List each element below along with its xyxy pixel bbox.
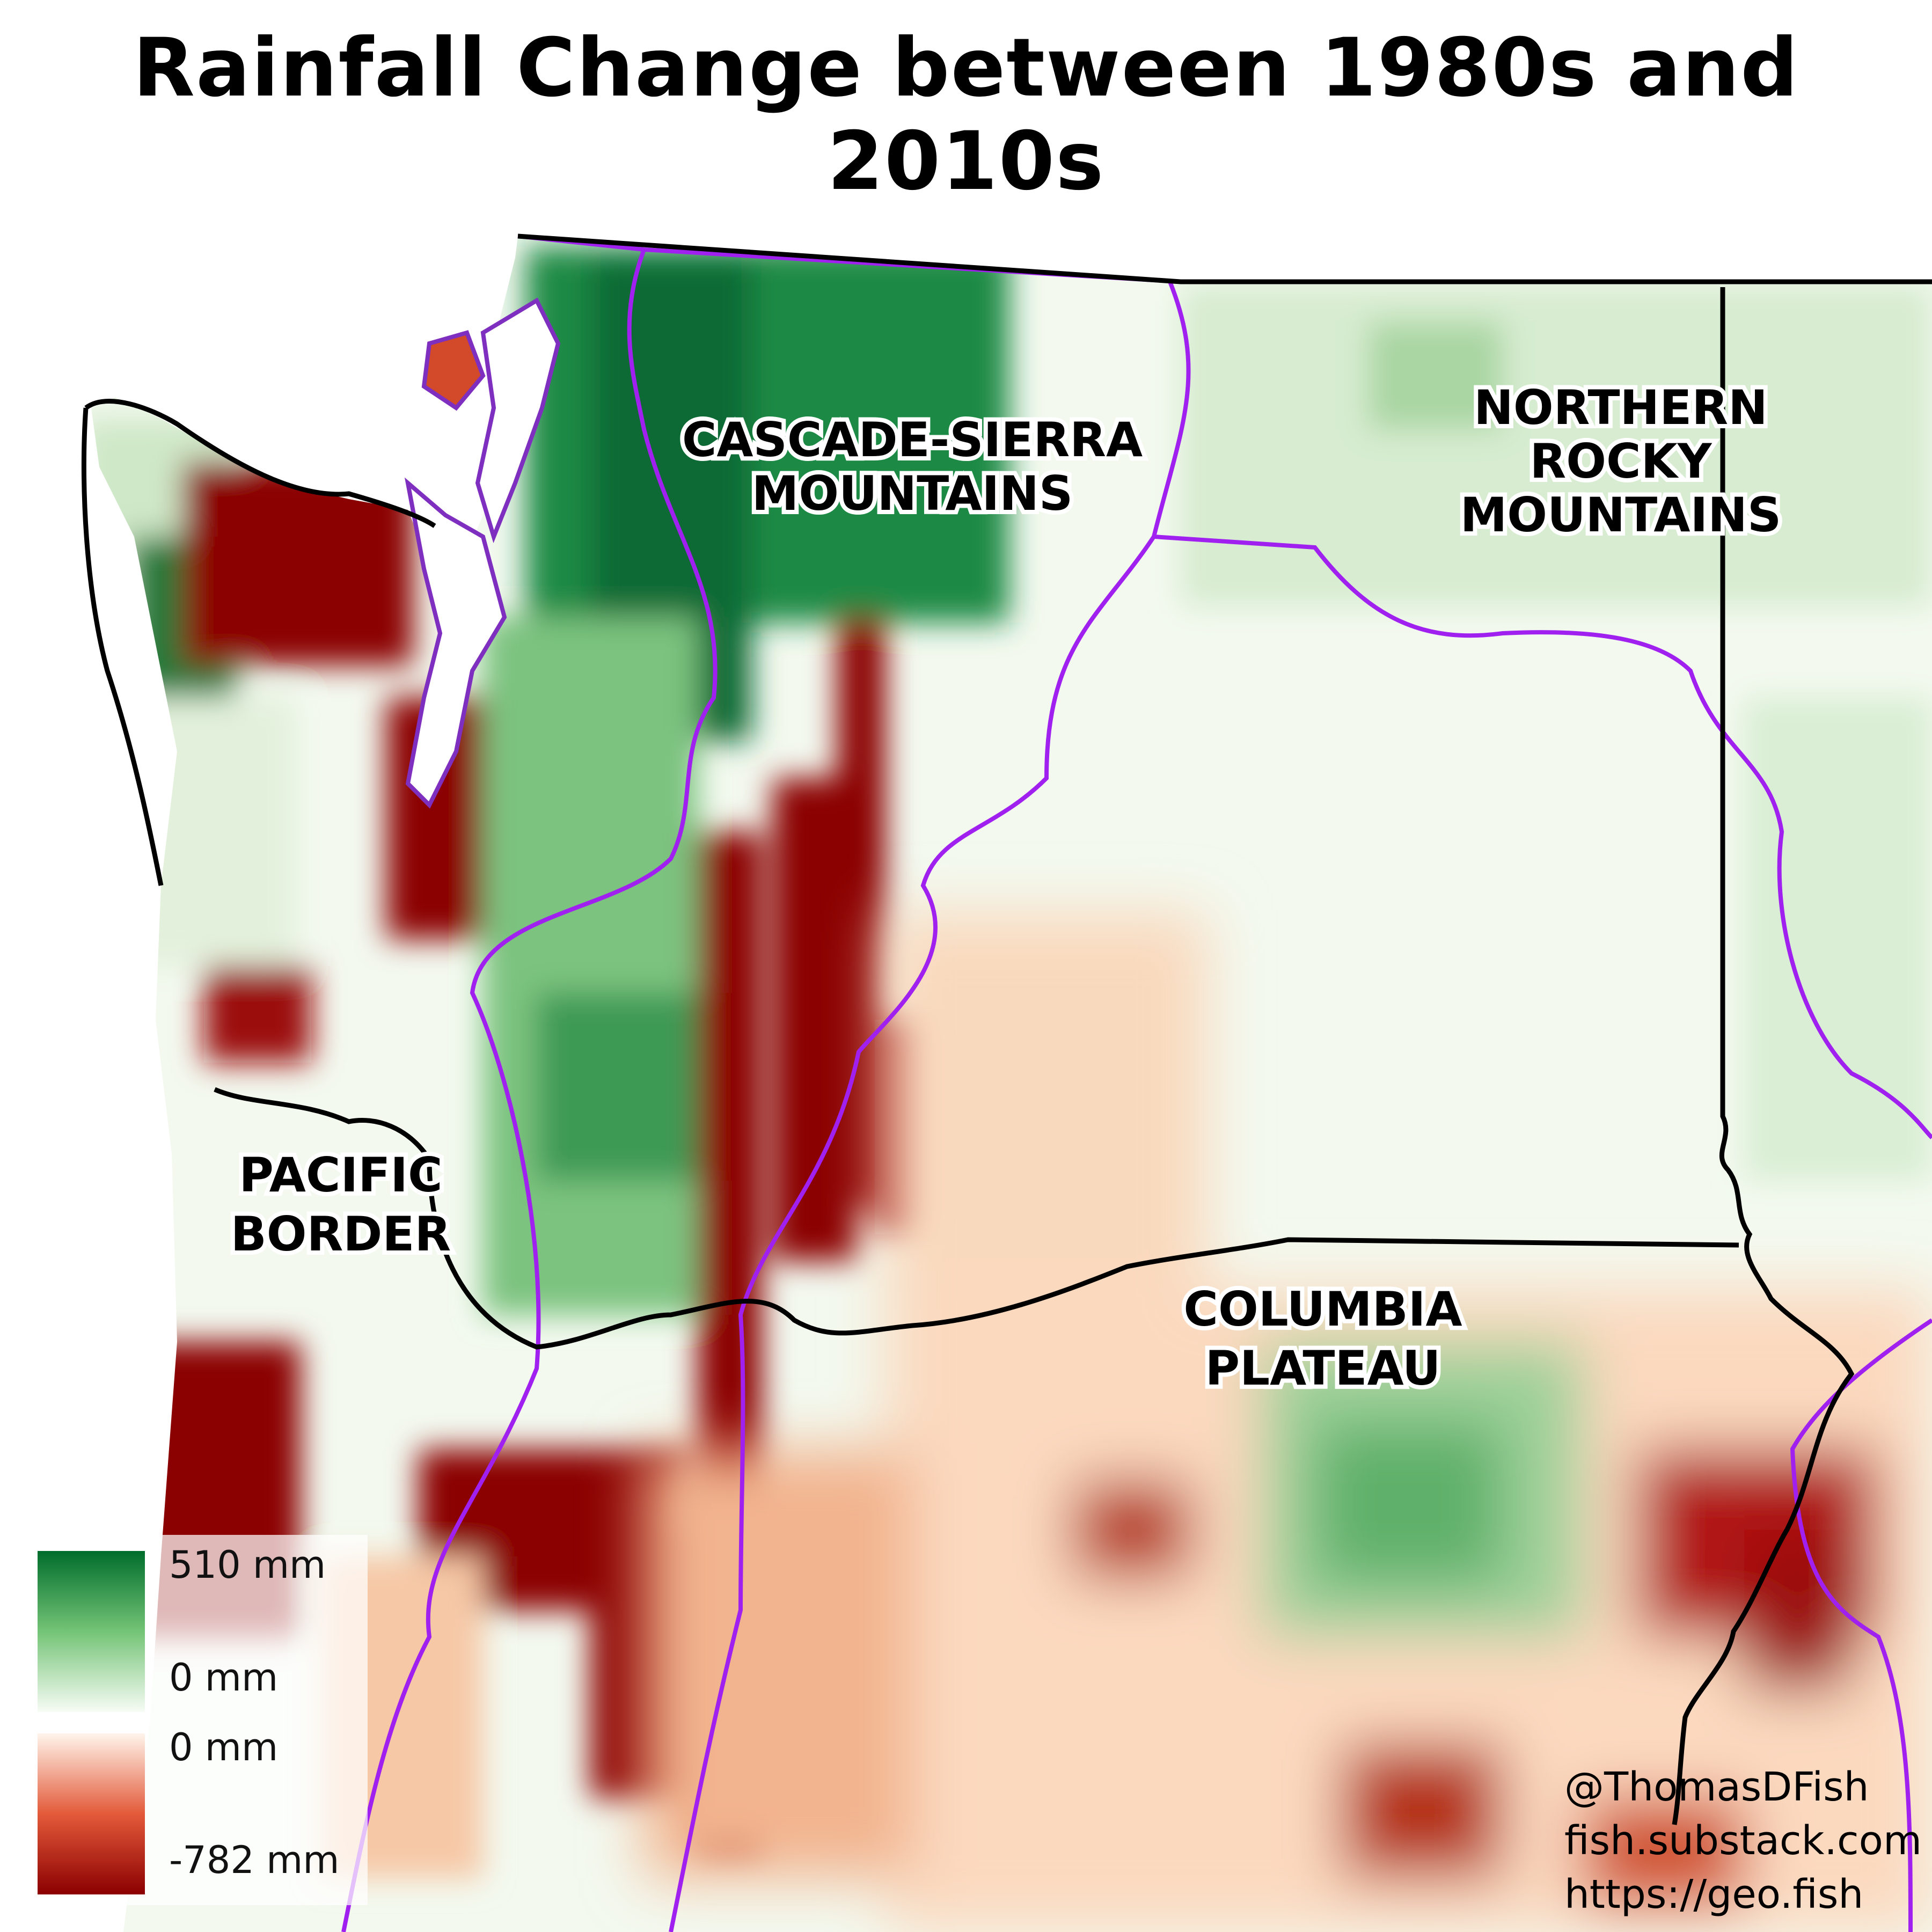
legend: 510 mm 0 mm 0 mm -782 mm <box>24 1535 368 1905</box>
credit-substack: fish.substack.com <box>1564 1818 1922 1864</box>
svg-text:PACIFIC: PACIFIC <box>239 1147 442 1203</box>
region-label-cascade: CASCADE-SIERRA MOUNTAINS <box>678 408 1147 525</box>
legend-positive-ramp <box>38 1551 145 1712</box>
legend-positive-min: 0 mm <box>169 1656 278 1700</box>
puget-sound <box>404 297 561 809</box>
credits: @ThomasDFish fish.substack.com https://g… <box>1564 1764 1922 1918</box>
svg-text:NORTHERN: NORTHERN <box>1474 380 1767 435</box>
region-label-columbia: COLUMBIA PLATEAU <box>1179 1277 1466 1400</box>
legend-positive-max: 510 mm <box>169 1543 326 1587</box>
svg-text:BORDER: BORDER <box>231 1206 451 1262</box>
map-title: Rainfall Change between 1980s and 2010s <box>133 21 1799 208</box>
region-label-pacific: PACIFIC BORDER <box>226 1143 456 1266</box>
state-boundaries <box>81 233 1932 1825</box>
svg-text:PLATEAU: PLATEAU <box>1205 1341 1441 1396</box>
credit-website: https://geo.fish <box>1564 1871 1863 1918</box>
region-label-rocky: NORTHERN ROCKY MOUNTAINS <box>1456 376 1786 547</box>
legend-negative-ramp <box>38 1733 145 1894</box>
svg-text:MOUNTAINS: MOUNTAINS <box>1460 487 1782 543</box>
credit-handle: @ThomasDFish <box>1564 1764 1869 1810</box>
svg-text:ROCKY: ROCKY <box>1529 434 1712 489</box>
svg-text:MOUNTAINS: MOUNTAINS <box>752 466 1073 521</box>
legend-negative-max: 0 mm <box>169 1725 278 1769</box>
svg-text:COLUMBIA: COLUMBIA <box>1183 1282 1462 1337</box>
legend-negative-min: -782 mm <box>169 1838 340 1882</box>
svg-text:CASCADE-SIERRA: CASCADE-SIERRA <box>682 412 1143 467</box>
